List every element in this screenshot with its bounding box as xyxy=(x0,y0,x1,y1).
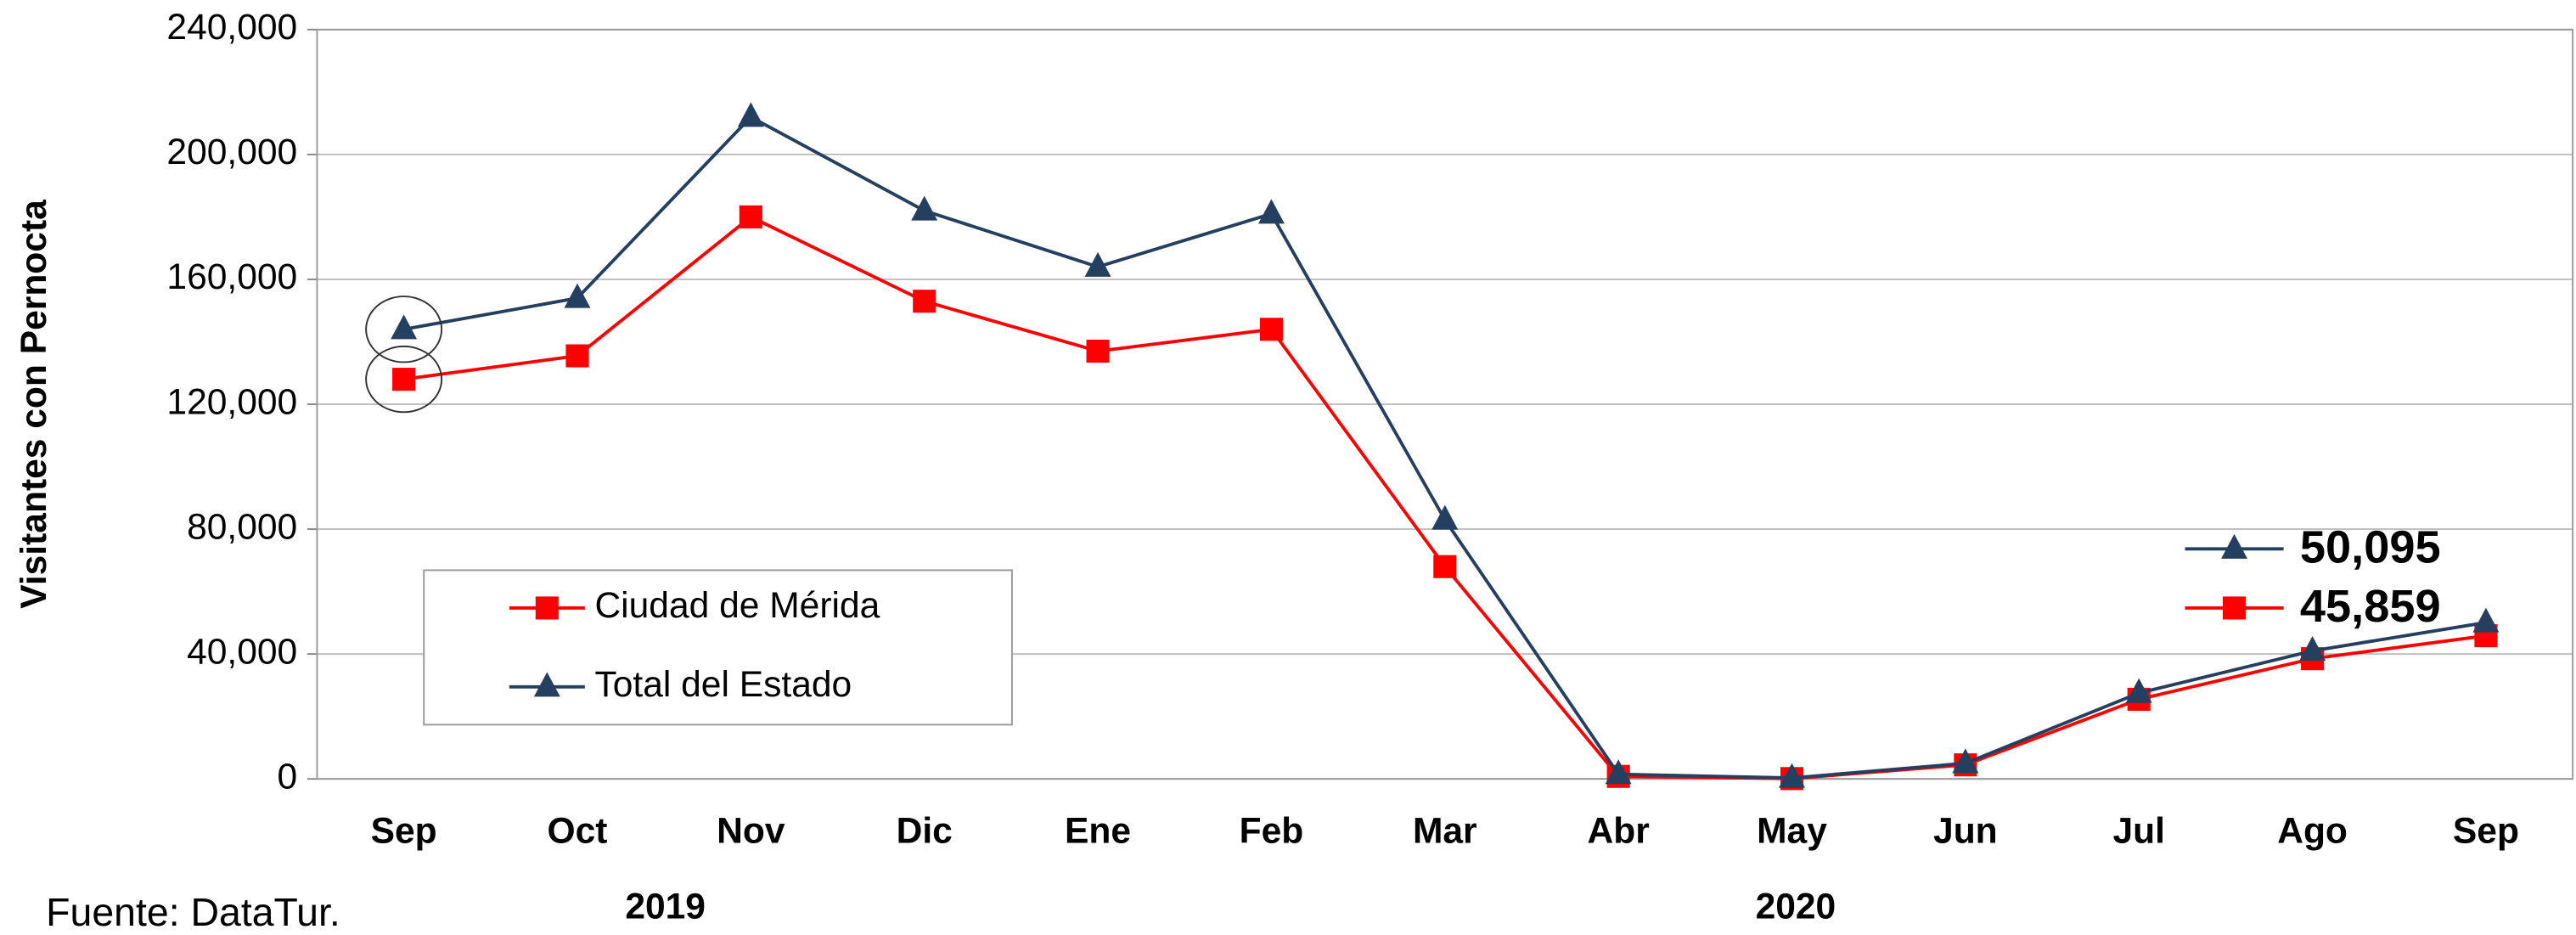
label-marker xyxy=(2222,596,2247,620)
x-tick-label: Dic xyxy=(897,810,953,851)
legend-marker xyxy=(535,596,559,620)
y-axis-label: Visitantes con Pernocta xyxy=(14,200,54,609)
data-point xyxy=(392,368,416,391)
data-point xyxy=(913,290,936,313)
legend-marker xyxy=(533,672,560,697)
data-point xyxy=(739,205,762,228)
data-point xyxy=(1259,318,1283,341)
x-tick-label: Jun xyxy=(1933,810,1998,851)
x-tick-label: Nov xyxy=(717,810,785,851)
highlight-circle xyxy=(365,345,443,414)
year-label: 2020 xyxy=(1756,886,1836,927)
y-tick-label: 200,000 xyxy=(166,132,297,172)
x-tick-label: Mar xyxy=(1413,810,1477,851)
data-point xyxy=(911,195,938,221)
source: Fuente: DataTur. xyxy=(46,890,340,934)
data-point xyxy=(1257,199,1285,224)
year-label: 2019 xyxy=(625,886,706,927)
x-tick-label: Ene xyxy=(1065,810,1131,851)
x-tick-label: Jul xyxy=(2112,810,2164,851)
label-marker xyxy=(2221,533,2248,559)
data-point xyxy=(1952,748,1979,774)
data-point xyxy=(1433,555,1457,578)
data-label: 50,095 xyxy=(2300,522,2441,573)
x-tick-label: May xyxy=(1757,810,1827,851)
data-point xyxy=(2299,636,2326,662)
data-point xyxy=(564,283,591,308)
y-tick-label: 0 xyxy=(278,756,298,797)
x-tick-label: Feb xyxy=(1240,810,1304,851)
y-tick-label: 80,000 xyxy=(187,506,297,547)
data-point xyxy=(1084,251,1111,277)
legend-label: Total del Estado xyxy=(594,664,852,705)
data-point xyxy=(391,314,418,340)
legend-label: Ciudad de Mérida xyxy=(594,585,880,626)
highlight-circle xyxy=(365,296,443,363)
x-tick-label: Sep xyxy=(2453,810,2519,851)
data-point xyxy=(737,102,764,127)
data-point xyxy=(1605,759,1632,785)
legend-box xyxy=(423,569,1013,726)
y-tick-label: 240,000 xyxy=(166,7,297,48)
y-tick-label: 40,000 xyxy=(187,631,297,672)
data-label: 45,859 xyxy=(2300,581,2441,632)
data-point xyxy=(2472,607,2500,633)
y-tick-label: 120,000 xyxy=(166,381,297,422)
x-tick-label: Oct xyxy=(548,810,608,851)
x-tick-label: Sep xyxy=(371,810,437,851)
x-tick-label: Abr xyxy=(1588,810,1650,851)
data-point xyxy=(2125,678,2152,703)
data-point xyxy=(1086,339,1110,363)
y-tick-label: 160,000 xyxy=(166,256,297,297)
data-point xyxy=(1431,504,1459,530)
x-tick-label: Ago xyxy=(2277,810,2348,851)
data-point xyxy=(1779,763,1805,788)
data-point xyxy=(565,344,589,368)
plot-frame xyxy=(316,28,2574,780)
